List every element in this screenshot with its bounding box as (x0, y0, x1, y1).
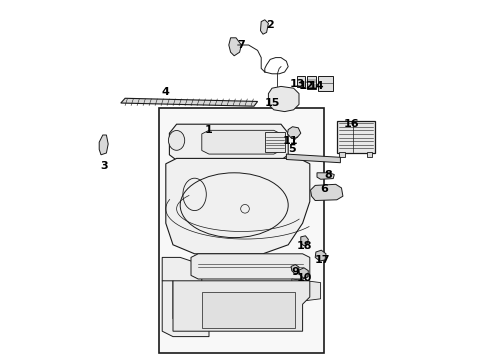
Text: 7: 7 (238, 40, 245, 50)
Polygon shape (191, 254, 310, 279)
Text: 17: 17 (315, 255, 330, 265)
Bar (339, 152, 345, 157)
Polygon shape (317, 173, 334, 179)
Text: 4: 4 (162, 87, 170, 97)
Text: 2: 2 (267, 20, 274, 30)
Polygon shape (229, 38, 242, 56)
Text: 18: 18 (296, 240, 312, 251)
Text: 5: 5 (288, 144, 295, 154)
Polygon shape (291, 265, 299, 274)
Text: 8: 8 (324, 170, 332, 180)
Bar (367, 152, 372, 157)
Text: 13: 13 (290, 78, 305, 89)
Polygon shape (301, 236, 308, 246)
Polygon shape (269, 86, 299, 112)
Polygon shape (121, 98, 258, 106)
Text: 10: 10 (297, 273, 312, 283)
Bar (159, 108, 324, 353)
Text: 9: 9 (292, 267, 299, 277)
Polygon shape (261, 20, 269, 34)
Text: 12: 12 (298, 81, 314, 91)
Text: 14: 14 (309, 81, 325, 91)
Polygon shape (166, 158, 310, 254)
Bar (307, 76, 316, 89)
Bar (202, 292, 295, 328)
Polygon shape (173, 281, 310, 331)
Text: 6: 6 (320, 184, 328, 194)
Bar (318, 76, 333, 91)
Polygon shape (288, 127, 301, 139)
Polygon shape (286, 154, 341, 163)
Polygon shape (292, 279, 320, 301)
Text: 15: 15 (264, 98, 280, 108)
Text: 16: 16 (343, 119, 359, 129)
Text: 11: 11 (282, 136, 298, 146)
Polygon shape (162, 281, 209, 337)
Polygon shape (299, 268, 308, 278)
Polygon shape (170, 124, 288, 160)
Polygon shape (315, 250, 326, 261)
Text: 1: 1 (205, 125, 213, 135)
Polygon shape (162, 257, 202, 288)
Polygon shape (202, 130, 281, 154)
Bar (265, 132, 285, 152)
Ellipse shape (169, 131, 185, 150)
Polygon shape (311, 184, 343, 201)
Bar (337, 121, 374, 153)
Text: 3: 3 (101, 161, 108, 171)
Bar (297, 76, 305, 87)
Polygon shape (99, 135, 108, 155)
